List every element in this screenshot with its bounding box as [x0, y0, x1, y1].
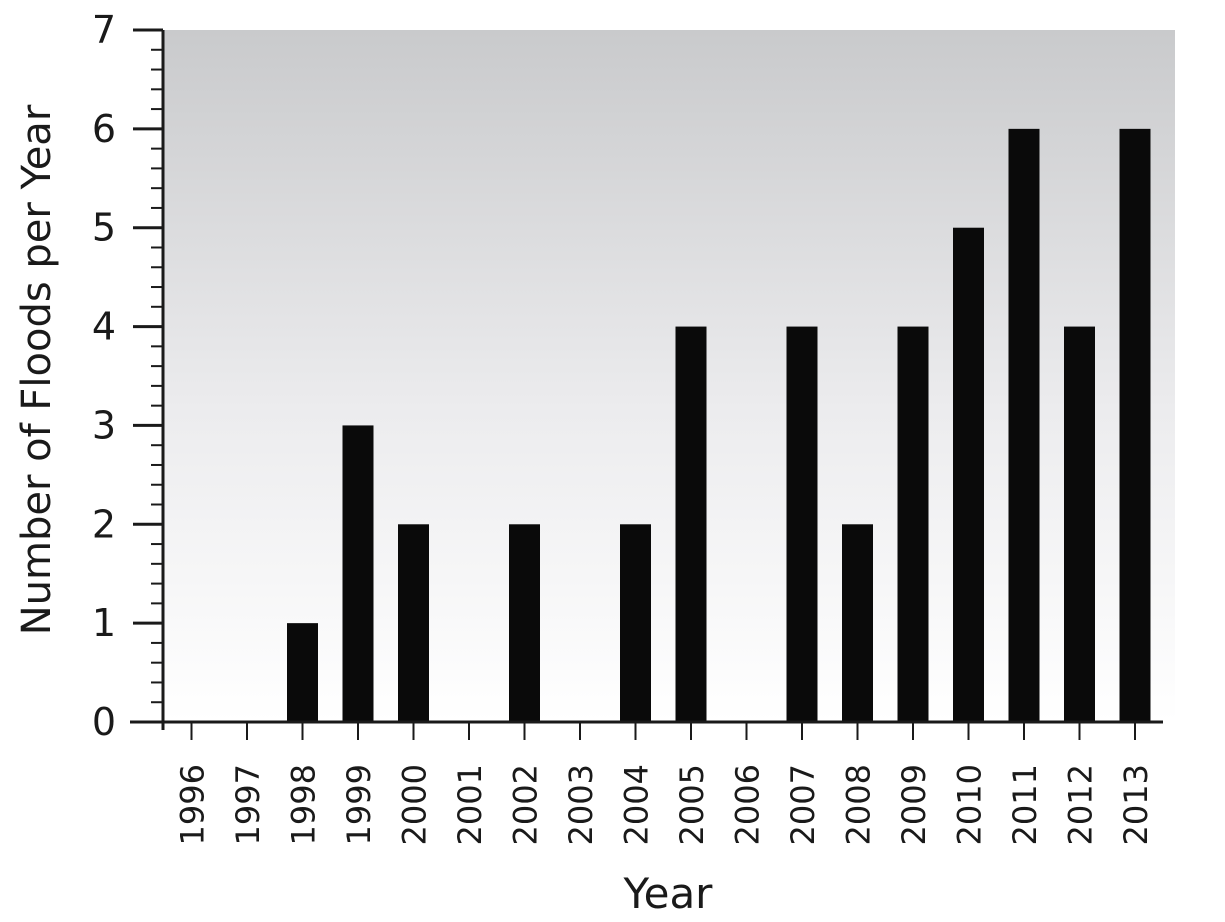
x-tick-label: 2013 [1117, 764, 1155, 845]
bar-2011 [1008, 128, 1040, 722]
bar-2013 [1119, 128, 1151, 722]
bar-2007 [786, 326, 818, 722]
bar-1999 [342, 425, 374, 722]
x-tick-label: 2010 [951, 764, 989, 845]
plot-background [163, 30, 1175, 722]
x-tick-label: 2001 [451, 764, 489, 845]
bar-2008 [842, 524, 873, 722]
y-axis: 0 1 2 3 4 5 6 7 [92, 8, 165, 744]
x-tick-label: 1998 [285, 764, 323, 845]
y-tick-label: 5 [92, 206, 116, 250]
bar-1998 [287, 623, 318, 722]
bar-2010 [953, 227, 984, 722]
x-tick-label: 2011 [1006, 764, 1044, 845]
x-tick-label: 2007 [784, 764, 822, 845]
y-tick-label: 3 [92, 403, 116, 447]
x-tick-label: 1999 [340, 764, 378, 845]
y-tick-label: 6 [92, 107, 116, 151]
x-tick-label: 2009 [895, 764, 933, 845]
y-tick-label: 0 [92, 700, 116, 744]
bars-group [287, 128, 1151, 722]
bar-2012 [1064, 326, 1095, 722]
x-tick-label: 1997 [229, 764, 267, 845]
x-tick-label: 2005 [673, 764, 711, 845]
y-tick-label: 2 [92, 502, 116, 546]
bar-2002 [509, 524, 540, 722]
x-tick-label: 2002 [507, 764, 545, 845]
x-axis-label: Year [623, 869, 714, 918]
x-tick-label: 2003 [562, 764, 600, 845]
y-tick-label: 7 [92, 8, 116, 52]
bar-2000 [398, 524, 429, 722]
x-tick-label: 2012 [1062, 764, 1100, 845]
bar-2004 [620, 524, 651, 722]
x-tick-label: 2008 [840, 764, 878, 845]
y-axis-label: Number of Floods per Year [14, 104, 60, 635]
x-axis: 1996 1997 1998 1999 2000 2001 2002 2003 2004 2005… [130, 720, 1163, 845]
x-tick-label: 2006 [729, 764, 767, 845]
x-tick-label: 2004 [618, 764, 656, 845]
bar-2009 [897, 326, 929, 722]
x-tick-label: 1996 [174, 764, 212, 845]
x-tick-label: 2000 [396, 764, 434, 845]
y-tick-label: 4 [92, 305, 116, 349]
bar-2005 [675, 326, 707, 722]
y-tick-label: 1 [92, 601, 116, 645]
